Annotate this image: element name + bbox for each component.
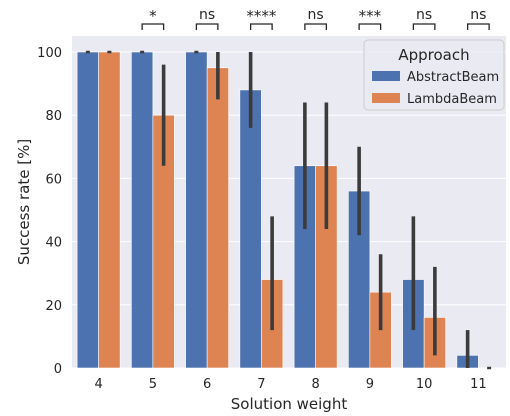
significance-bracket [466, 23, 490, 30]
bar-lambdabeam [98, 51, 121, 369]
x-axis-label: Solution weight [231, 395, 348, 413]
x-tick-label: 6 [203, 377, 211, 392]
significance-label: *** [359, 7, 382, 25]
y-tick-label: 60 [45, 172, 62, 187]
legend-swatch [372, 93, 400, 103]
y-tick-label: 100 [37, 46, 62, 61]
y-tick-label: 40 [45, 236, 62, 251]
bar-abstractbeam [76, 51, 99, 369]
legend-box [363, 39, 505, 111]
significance-label: **** [246, 7, 277, 25]
x-tick-label: 10 [416, 377, 433, 392]
y-tick-label: 0 [54, 362, 62, 377]
significance-bracket [195, 23, 219, 30]
x-tick-label: 7 [257, 377, 265, 392]
x-tick-label: 4 [94, 377, 102, 392]
y-tick-labels: 0 20 40 60 80 100 [37, 46, 62, 377]
x-tick-label: 8 [311, 377, 319, 392]
bar-abstractbeam [239, 89, 262, 369]
y-tick-label: 80 [45, 109, 62, 124]
legend: Approach AbstractBeam LambdaBeam [363, 39, 505, 111]
error-bars [85, 50, 492, 370]
significance-label: ns [416, 7, 432, 23]
significance-annotations: * ns **** ns *** ns ns [141, 7, 490, 30]
y-tick-label: 20 [45, 299, 62, 314]
legend-label: LambdaBeam [407, 92, 497, 107]
significance-label: ns [308, 7, 324, 23]
significance-label: ns [199, 7, 215, 23]
significance-label: * [149, 7, 157, 25]
bars [76, 51, 479, 369]
x-tick-label: 9 [366, 377, 374, 392]
legend-label: AbstractBeam [407, 70, 499, 85]
x-tick-label: 11 [470, 377, 487, 392]
significance-bracket [249, 23, 273, 30]
y-axis-label: Success rate [%] [15, 139, 33, 265]
bar-abstractbeam [131, 51, 154, 369]
x-tick-labels: 4 5 6 7 8 9 10 11 [94, 377, 486, 392]
legend-swatch [372, 71, 400, 81]
significance-label: ns [470, 7, 486, 23]
x-tick-label: 5 [149, 377, 157, 392]
bar-lambdabeam [206, 67, 229, 369]
significance-bracket [358, 23, 382, 30]
bar-abstractbeam [185, 51, 208, 369]
significance-bracket [304, 23, 328, 30]
legend-title: Approach [398, 46, 469, 64]
significance-bracket [141, 23, 165, 30]
significance-bracket [412, 23, 436, 30]
